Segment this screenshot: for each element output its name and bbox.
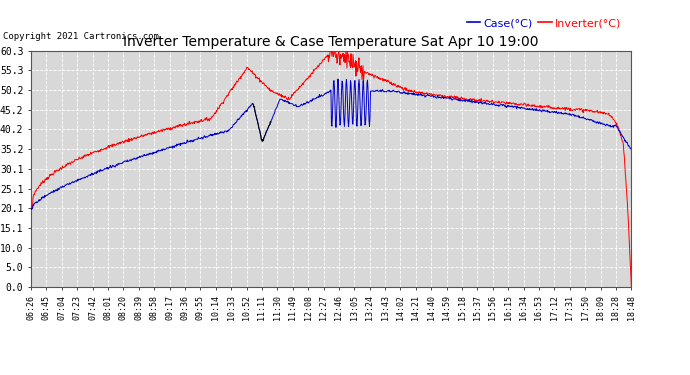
Title: Inverter Temperature & Case Temperature Sat Apr 10 19:00: Inverter Temperature & Case Temperature …: [124, 36, 539, 50]
Text: Copyright 2021 Cartronics.com: Copyright 2021 Cartronics.com: [3, 32, 159, 41]
Legend: Case(°C), Inverter(°C): Case(°C), Inverter(°C): [462, 13, 626, 33]
